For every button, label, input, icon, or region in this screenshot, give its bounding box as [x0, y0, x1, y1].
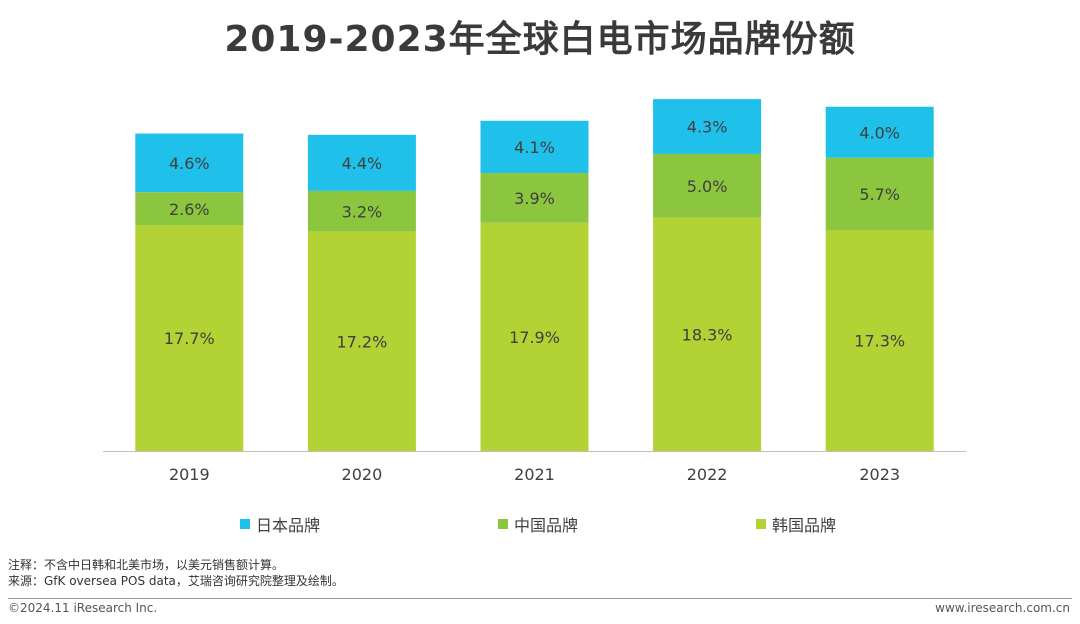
- bar-segment: [825, 230, 934, 451]
- bar-segment: [653, 153, 762, 218]
- data-label: 17.7%: [164, 329, 215, 348]
- x-tick-label: 2019: [169, 465, 210, 484]
- bar-segment: [825, 106, 934, 158]
- data-label: 5.7%: [859, 185, 900, 204]
- legend-item-china: 中国品牌: [498, 512, 578, 536]
- legend-item-japan: 日本品牌: [240, 512, 320, 536]
- data-label: 3.9%: [514, 189, 555, 208]
- legend-label-korea: 韩国品牌: [772, 516, 837, 535]
- x-tick-label: 2022: [687, 465, 728, 484]
- bar-segment: [307, 190, 416, 232]
- data-label: 18.3%: [682, 325, 733, 344]
- bar-segment: [825, 157, 934, 231]
- bar-segment: [135, 225, 244, 451]
- source-text: 来源：GfK oversea POS data，艾瑞咨询研究院整理及绘制。: [8, 574, 344, 588]
- legend-swatch-japan: [240, 519, 250, 529]
- bar-segment: [480, 173, 589, 223]
- data-label: 17.3%: [854, 332, 905, 351]
- footer-divider: [8, 598, 1072, 599]
- footer-website: www.iresearch.com.cn: [935, 601, 1070, 615]
- data-label: 2.6%: [169, 200, 210, 219]
- chart-title: 2019-2023年全球白电市场品牌份额: [224, 19, 856, 60]
- data-label: 4.1%: [514, 138, 555, 157]
- legend-swatch-korea: [756, 519, 766, 529]
- data-label: 4.0%: [859, 123, 900, 142]
- bar-segment: [653, 99, 762, 154]
- data-label: 4.6%: [169, 154, 210, 173]
- data-label: 17.9%: [509, 328, 560, 347]
- x-tick-label: 2023: [859, 465, 900, 484]
- bar-segment: [135, 133, 244, 193]
- legend-label-china: 中国品牌: [514, 516, 579, 535]
- data-label: 3.2%: [342, 202, 383, 221]
- bar-segment: [480, 120, 589, 174]
- x-tick-label: 2020: [342, 465, 383, 484]
- note-text: 注释：不含中日韩和北美市场，以美元销售额计算。: [8, 558, 285, 572]
- legend-label-japan: 日本品牌: [256, 516, 321, 535]
- chart-notes: 注释：不含中日韩和北美市场，以美元销售额计算。 来源：GfK oversea P…: [8, 557, 344, 589]
- bar-segment: [135, 192, 244, 226]
- footer-copyright: ©2024.11 iResearch Inc.: [8, 601, 158, 615]
- bar-segment: [307, 231, 416, 451]
- data-label: 4.4%: [342, 154, 383, 173]
- bar-segment: [480, 222, 589, 451]
- chart-legend: 日本品牌 中国品牌 韩国品牌: [0, 512, 1080, 536]
- bar-segment: [653, 217, 762, 451]
- legend-swatch-china: [498, 519, 508, 529]
- data-label: 5.0%: [687, 177, 728, 196]
- legend-item-korea: 韩国品牌: [756, 512, 836, 536]
- x-tick-label: 2021: [514, 465, 555, 484]
- data-label: 17.2%: [336, 332, 387, 351]
- data-label: 4.3%: [687, 118, 728, 137]
- bar-segment: [307, 134, 416, 191]
